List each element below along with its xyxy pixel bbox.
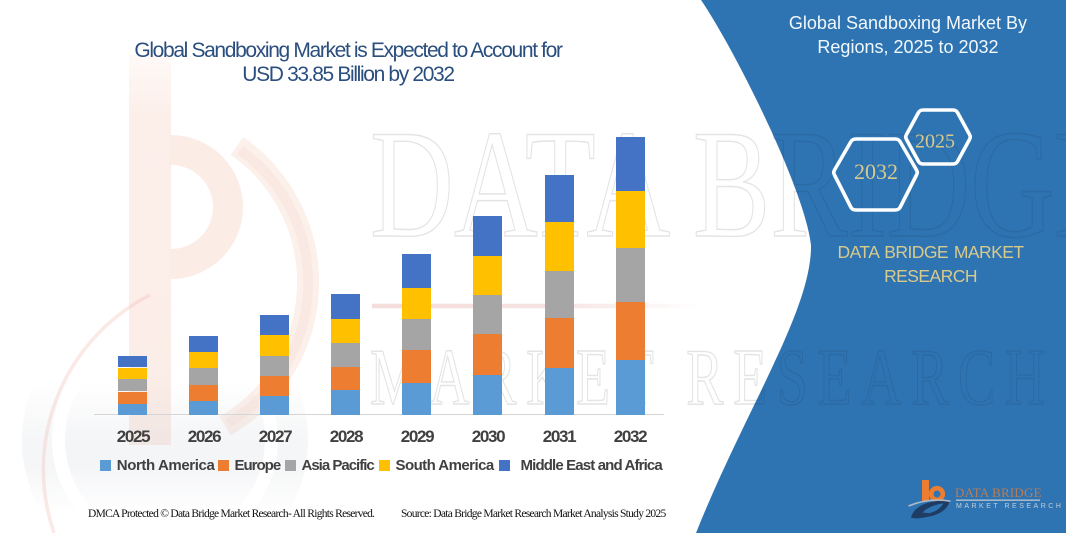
svg-text:DATA BRIDGE: DATA BRIDGE [370,98,1066,270]
svg-text:DATA BRIDGE: DATA BRIDGE [955,485,1042,500]
svg-text:MARKET RESEARCH: MARKET RESEARCH [370,334,1055,422]
svg-text:2025: 2025 [915,131,955,153]
svg-text:2032: 2032 [854,159,898,184]
svg-text:MARKET RESEARCH: MARKET RESEARCH [956,503,1063,510]
